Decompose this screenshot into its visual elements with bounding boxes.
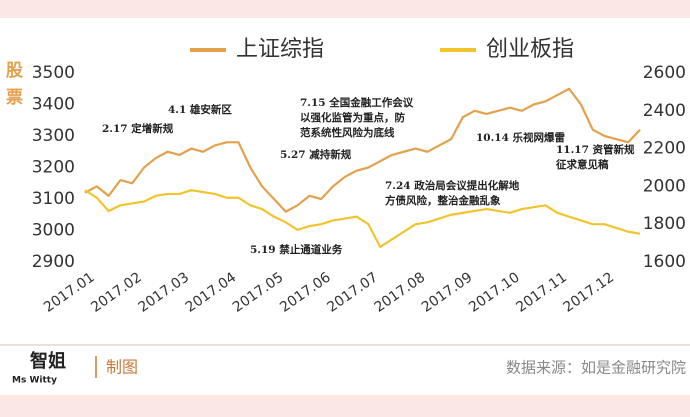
annotation: 5.19 禁止通道业务 (250, 243, 343, 256)
y2-tick-label: 2400 (643, 101, 686, 121)
x-tick-label: 2017.05 (230, 269, 287, 315)
y2-tick-label: 1800 (643, 214, 686, 234)
y-tick-label: 3200 (32, 158, 75, 178)
annotation: 5.27 减持新规 (280, 148, 352, 161)
logo-cn: 智姐 (30, 350, 66, 372)
x-tick-label: 2017.12 (561, 269, 618, 315)
annotation: 10.14 乐视网爆雷 (476, 131, 565, 144)
y-axis-title: 股票 (2, 61, 23, 115)
bottom-band (0, 395, 690, 417)
x-tick-label: 2017.08 (372, 269, 429, 315)
logo: Ms Witty (12, 376, 57, 386)
x-tick-label: 2017.10 (466, 269, 523, 315)
y-tick-label: 3400 (32, 95, 75, 115)
y-tick-label: 2900 (32, 252, 75, 272)
annotation: 以强化监管为重点，防 (300, 111, 405, 124)
x-tick-label: 2017.11 (513, 269, 570, 315)
y2-tick-label: 2600 (643, 63, 686, 83)
y2-tick-label: 2000 (643, 176, 686, 196)
y-tick-label: 3000 (32, 221, 75, 241)
annotation: 4.1 雄安新区 (168, 103, 232, 116)
annotation: 2.17 定增新规 (102, 122, 174, 135)
legend-label: 上证综指 (236, 37, 324, 62)
series-line (84, 189, 641, 248)
x-tick-label: 2017.03 (135, 269, 192, 315)
x-tick-label: 2017.09 (419, 269, 476, 315)
y2-tick-label: 2200 (643, 139, 686, 159)
source: 数据来源：如是金融研究院 (506, 359, 686, 377)
x-tick-label: 2017.06 (277, 269, 334, 315)
x-tick-label: 2017.04 (183, 269, 240, 315)
top-band (0, 0, 690, 18)
annotation: 征求意见稿 (556, 158, 609, 171)
x-tick-label: 2017.07 (324, 269, 381, 315)
annotation: 范系统性风险为底线 (300, 126, 395, 139)
y-tick-label: 3500 (32, 63, 75, 83)
annotation: 7.15 全国金融工作会议 (300, 96, 414, 109)
annotation: 7.24 政治局会议提出化解地 (385, 179, 520, 192)
annotation: 11.17 资管新规 (556, 143, 635, 156)
annotation: 方债风险，整治金融乱象 (385, 194, 501, 207)
y2-tick-label: 1600 (643, 252, 686, 272)
made-by: 制图 (106, 358, 138, 377)
y-tick-label: 3100 (32, 189, 75, 209)
legend-label: 创业板指 (486, 37, 574, 62)
x-tick-label: 2017.02 (88, 269, 145, 315)
series-line (84, 87, 641, 213)
y-tick-label: 3300 (32, 126, 75, 146)
x-tick-label: 2017.01 (41, 269, 98, 315)
